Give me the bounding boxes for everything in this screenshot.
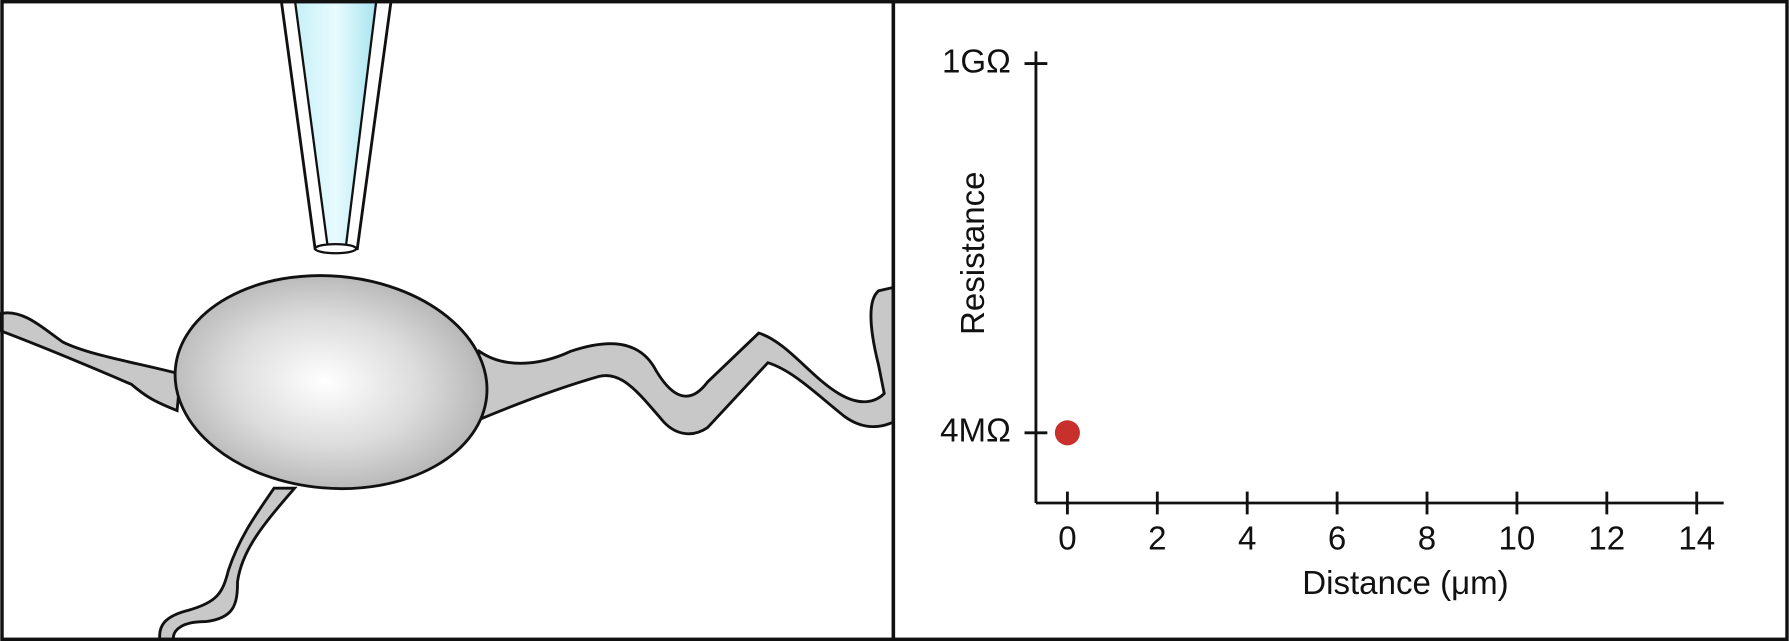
x-tick-label: 4 bbox=[1238, 520, 1256, 557]
dendrite bbox=[158, 486, 298, 641]
x-tick-label: 2 bbox=[1148, 520, 1166, 557]
dendrite bbox=[0, 311, 183, 413]
x-tick-label: 10 bbox=[1499, 520, 1536, 557]
y-axis-label: Resistance bbox=[955, 171, 992, 335]
x-axis-label: Distance (μm) bbox=[1302, 565, 1508, 602]
x-tick-label: 6 bbox=[1328, 520, 1346, 557]
panel-border bbox=[891, 0, 1789, 641]
chart: Resistance Distance (μm) 4MΩ 1GΩ 0 2 4 6 8 10 12… bbox=[940, 43, 1724, 602]
data-point bbox=[1054, 420, 1080, 446]
dendrite bbox=[466, 285, 895, 436]
cell-body bbox=[173, 274, 489, 491]
pipette-tip bbox=[313, 242, 358, 255]
x-tick-label: 14 bbox=[1678, 520, 1715, 557]
x-tick-label: 12 bbox=[1588, 520, 1625, 557]
neuron-illustration bbox=[0, 0, 895, 641]
y-tick-label: 4MΩ bbox=[940, 413, 1011, 450]
x-tick-label: 8 bbox=[1418, 520, 1436, 557]
x-tick-label: 0 bbox=[1058, 520, 1076, 557]
y-tick-label: 1GΩ bbox=[942, 43, 1011, 80]
